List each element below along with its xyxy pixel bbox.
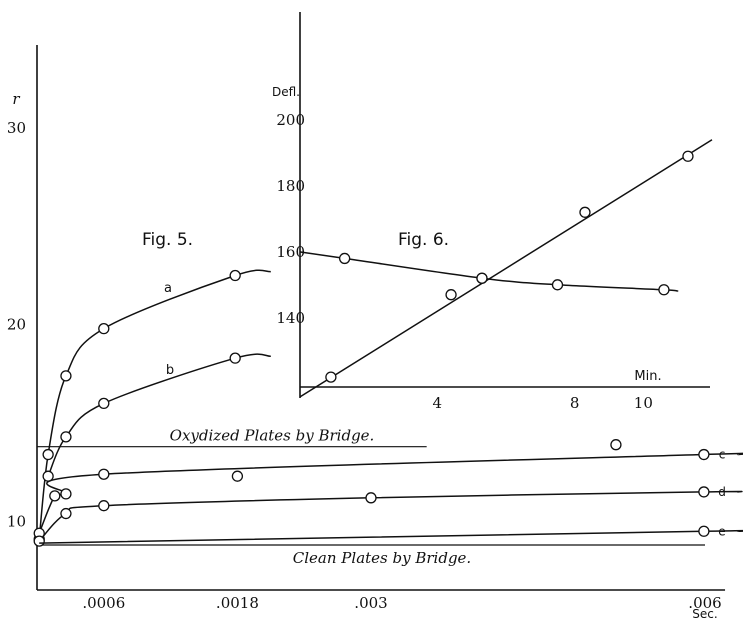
fig5-data-point-d <box>365 492 377 504</box>
fig6-data-point-falling <box>338 252 351 265</box>
fig6-data-point-rising <box>579 206 591 218</box>
fig5-x-tick-label: .003 <box>354 594 387 612</box>
fig6-y-tick-label: 160 <box>276 243 305 261</box>
fig5-data-point-b <box>60 431 72 443</box>
fig5-data-point-d <box>33 535 45 547</box>
fig6-chart: 140 160 180 200 4 8 10 Min. Defl. Fig. 6. <box>272 12 713 412</box>
fig6-data-point-rising <box>682 150 694 162</box>
fig5-y-tick-label: 10 <box>7 512 26 530</box>
fig6-x-tick-label: 8 <box>570 394 580 412</box>
fig6-y-axis-label: Defl. <box>272 85 300 99</box>
fig5-series-label: e <box>718 524 725 538</box>
fig6-background <box>302 12 707 385</box>
fig6-data-point-falling <box>476 272 488 284</box>
fig5-reference-label: Oxydized Plates by Bridge. <box>170 427 375 445</box>
fig5-data-point-c <box>231 470 244 482</box>
fig5-data-point-c <box>610 439 622 451</box>
fig5-data-point-c <box>60 488 72 500</box>
fig5-data-point-d <box>98 500 110 512</box>
fig6-data-point-falling <box>658 284 670 296</box>
fig6-x-tick-label: 10 <box>634 394 653 412</box>
fig5-y-tick-label: 30 <box>7 119 26 137</box>
fig5-data-point-c <box>49 490 61 502</box>
fig6-y-tick-label: 140 <box>276 309 305 327</box>
fig6-y-tick-label: 200 <box>276 111 305 129</box>
fig5-title: Fig. 5. <box>142 230 193 250</box>
fig5-data-point-c <box>698 448 710 461</box>
fig5-series-label: b <box>166 363 174 378</box>
fig5-x-tick-label: .006 <box>688 594 721 612</box>
fig5-data-point-b <box>229 352 241 364</box>
fig5-x-unit-label: Sec. <box>692 607 717 620</box>
fig6-data-point-falling <box>551 279 564 291</box>
fig5-data-point-d <box>60 507 72 520</box>
fig6-x-tick-label: 4 <box>433 394 443 412</box>
fig5-series-line-d <box>38 490 743 542</box>
fig5-data-point-a <box>229 269 241 282</box>
fig5-series-label: c <box>719 448 726 462</box>
fig5-series-line-a <box>38 269 271 540</box>
fig5-data-point-a <box>98 322 110 335</box>
fig5-x-tick-label: .0018 <box>216 594 259 612</box>
fig6-x-axis-label: Min. <box>634 369 661 384</box>
fig5-series-label: d <box>718 485 726 499</box>
fig5-y-tick-label: 20 <box>7 316 26 334</box>
fig6-series-line-rising <box>299 139 713 398</box>
fig5-series-line-e <box>39 529 743 544</box>
fig5-x-tick-label: .0006 <box>82 594 125 612</box>
fig5-data-point-e <box>698 525 710 537</box>
fig6-data-point-rising <box>325 371 337 383</box>
fig5-data-point-a <box>60 370 72 382</box>
fig5-y-axis-label: r <box>12 90 20 108</box>
fig6-data-point-rising <box>445 289 457 301</box>
fig6-y-tick-label: 180 <box>276 177 305 195</box>
fig6-title: Fig. 6. <box>398 230 449 250</box>
fig5-series-label: a <box>164 281 172 296</box>
fig5-data-point-d <box>698 486 710 498</box>
fig5-data-point-b <box>98 397 110 410</box>
fig5-reference-label: Clean Plates by Bridge. <box>293 549 471 567</box>
fig5-series-line-b <box>47 353 271 477</box>
fig5-data-point-c <box>98 468 110 480</box>
fig5-data-point-a <box>42 448 54 461</box>
